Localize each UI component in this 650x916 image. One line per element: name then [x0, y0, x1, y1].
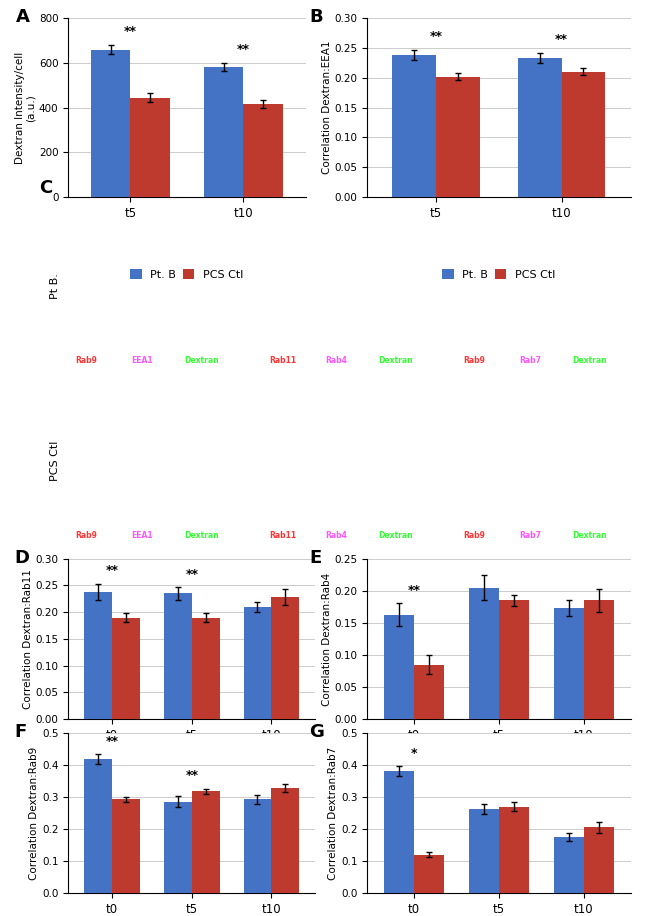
Text: Rab11: Rab11: [269, 531, 296, 540]
Y-axis label: Correlation Dextran:Rab11: Correlation Dextran:Rab11: [23, 569, 32, 709]
Bar: [192, 617, 220, 719]
Text: Rab9: Rab9: [463, 355, 485, 365]
Legend: Pt. B, PCS Ctl: Pt. B, PCS Ctl: [438, 265, 560, 284]
Bar: [112, 617, 140, 719]
Text: Dextran: Dextran: [184, 355, 218, 365]
Bar: [244, 607, 272, 719]
Bar: [384, 771, 414, 893]
Bar: [469, 588, 499, 719]
Text: EEA1: EEA1: [131, 355, 153, 365]
Bar: [499, 601, 528, 719]
Text: **: **: [408, 583, 421, 596]
Legend: Pt. B, PCS Ctl: Pt. B, PCS Ctl: [126, 265, 248, 284]
Bar: [414, 665, 444, 719]
Bar: [554, 608, 584, 719]
Bar: [436, 77, 480, 197]
Text: Rab7: Rab7: [519, 531, 541, 540]
Bar: [272, 597, 299, 719]
Text: Pt B.: Pt B.: [50, 273, 60, 299]
Text: Dextran: Dextran: [378, 355, 413, 365]
Text: Rab9: Rab9: [75, 355, 97, 365]
Text: E: E: [309, 549, 322, 567]
Y-axis label: Correlation Dextran:Rab9: Correlation Dextran:Rab9: [29, 747, 39, 879]
Text: B: B: [309, 7, 323, 26]
Bar: [131, 98, 170, 197]
Text: PCS Ctl: PCS Ctl: [50, 441, 60, 481]
Text: Rab9: Rab9: [75, 531, 97, 540]
Bar: [84, 759, 112, 893]
Bar: [164, 802, 192, 893]
Y-axis label: Dextran Intensity/cell
(a.u.): Dextran Intensity/cell (a.u.): [14, 51, 36, 164]
Text: **: **: [185, 568, 198, 581]
Y-axis label: Correlation Dextran:Rab4: Correlation Dextran:Rab4: [322, 572, 332, 705]
Text: **: **: [237, 43, 250, 56]
Bar: [414, 855, 444, 893]
Bar: [517, 59, 562, 197]
Y-axis label: Correlation Dextran:EEA1: Correlation Dextran:EEA1: [322, 41, 332, 174]
Bar: [84, 592, 112, 719]
Legend: Pt. B, PCS Ctl: Pt. B, PCS Ctl: [130, 784, 254, 803]
Bar: [243, 104, 283, 197]
Text: Dextran: Dextran: [572, 531, 606, 540]
Text: Dextran: Dextran: [378, 531, 413, 540]
Text: **: **: [124, 25, 137, 38]
Bar: [499, 807, 528, 893]
Bar: [244, 800, 272, 893]
Bar: [272, 788, 299, 893]
Text: iii: iii: [271, 207, 282, 216]
Text: Dextran: Dextran: [572, 355, 606, 365]
Bar: [112, 800, 140, 893]
Bar: [584, 827, 614, 893]
Text: C: C: [39, 179, 52, 197]
Text: iv: iv: [271, 382, 282, 392]
Text: Dextran: Dextran: [184, 531, 218, 540]
Text: ii: ii: [77, 382, 84, 392]
Text: Rab11: Rab11: [269, 355, 296, 365]
Text: **: **: [430, 30, 443, 43]
Y-axis label: Correlation Dextran:Rab7: Correlation Dextran:Rab7: [328, 747, 338, 879]
Text: i: i: [77, 207, 81, 216]
Text: D: D: [14, 549, 29, 567]
Text: Rab4: Rab4: [326, 531, 347, 540]
Text: Rab9: Rab9: [463, 531, 485, 540]
Text: Rab4: Rab4: [326, 355, 347, 365]
Text: vi: vi: [465, 382, 476, 392]
Legend: Pt. B, PCS Ctl: Pt. B, PCS Ctl: [437, 784, 561, 803]
Bar: [554, 837, 584, 893]
Bar: [393, 55, 436, 197]
Bar: [204, 68, 243, 197]
Bar: [562, 72, 605, 197]
Bar: [384, 615, 414, 719]
Text: **: **: [185, 769, 198, 782]
Text: **: **: [555, 33, 568, 47]
Bar: [469, 809, 499, 893]
Bar: [584, 601, 614, 719]
Text: v: v: [465, 207, 472, 216]
Text: *: *: [411, 747, 417, 760]
Text: Rab7: Rab7: [519, 355, 541, 365]
Bar: [164, 594, 192, 719]
Text: **: **: [105, 735, 118, 747]
Text: A: A: [16, 7, 30, 26]
Bar: [192, 791, 220, 893]
Text: EEA1: EEA1: [131, 531, 153, 540]
Text: F: F: [14, 724, 26, 741]
Text: **: **: [105, 564, 118, 577]
Text: G: G: [309, 724, 324, 741]
Bar: [91, 49, 131, 197]
